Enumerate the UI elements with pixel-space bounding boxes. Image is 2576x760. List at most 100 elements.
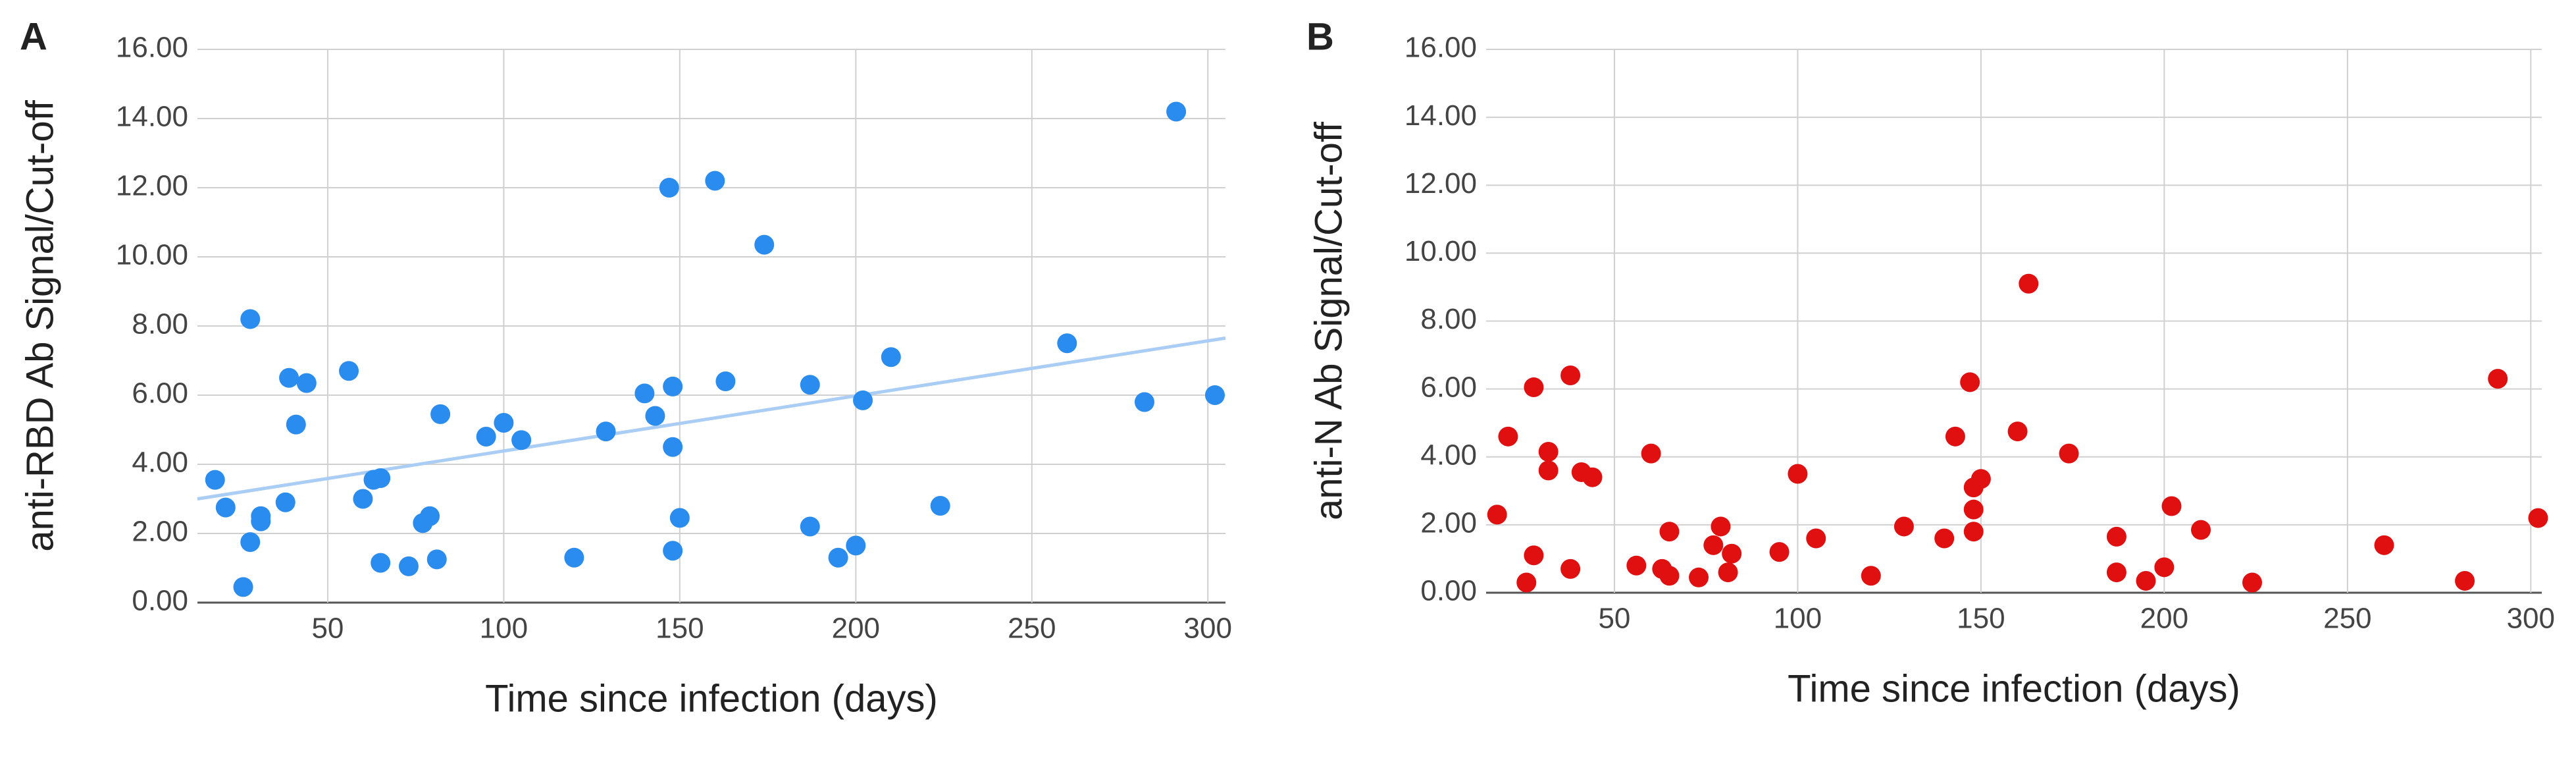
data-point xyxy=(1689,567,1709,587)
data-point xyxy=(371,468,391,488)
y-tick-label: 16.00 xyxy=(1404,32,1477,64)
x-axis-title: Time since infection (days) xyxy=(1788,667,2240,710)
data-point xyxy=(1487,504,1507,525)
data-point xyxy=(1582,467,1603,487)
data-point xyxy=(2161,496,2182,516)
data-point xyxy=(494,413,514,433)
y-tick-label: 14.00 xyxy=(116,101,188,133)
data-point xyxy=(853,390,873,410)
data-point xyxy=(1963,499,1984,520)
data-point xyxy=(1703,535,1724,555)
data-point xyxy=(430,404,451,424)
data-point xyxy=(1166,101,1187,122)
x-tick-label: 300 xyxy=(2507,603,2555,635)
data-point xyxy=(1945,426,1965,447)
data-point xyxy=(800,375,820,395)
data-point xyxy=(1538,460,1558,481)
data-point xyxy=(1934,528,1955,549)
data-point xyxy=(2488,369,2508,389)
y-tick-label: 16.00 xyxy=(116,32,188,64)
data-point xyxy=(663,541,683,561)
x-tick-label: 100 xyxy=(1774,603,1822,635)
x-tick-label: 50 xyxy=(1598,603,1630,635)
x-axis-title: Time since infection (days) xyxy=(485,677,938,720)
panel-label: B xyxy=(1306,15,1334,58)
data-point xyxy=(663,376,683,396)
data-point xyxy=(2154,557,2175,578)
data-point xyxy=(2136,570,2156,591)
x-tick-label: 250 xyxy=(1008,612,1056,645)
data-point xyxy=(930,496,950,516)
x-tick-label: 150 xyxy=(1957,603,2005,635)
data-point xyxy=(1963,522,1984,542)
data-point xyxy=(2019,273,2039,294)
data-point xyxy=(2106,562,2126,583)
y-tick-label: 0.00 xyxy=(1420,575,1477,607)
data-point xyxy=(286,414,306,435)
data-point xyxy=(1134,392,1154,412)
data-point xyxy=(881,347,901,367)
data-point xyxy=(1516,572,1537,593)
data-point xyxy=(1524,545,1544,566)
data-point xyxy=(1718,562,1738,583)
data-point xyxy=(659,178,679,198)
y-tick-label: 14.00 xyxy=(1404,99,1477,132)
data-point xyxy=(1971,469,1991,489)
data-point xyxy=(215,497,236,518)
data-point xyxy=(511,430,532,450)
data-point xyxy=(426,549,447,570)
data-point xyxy=(2455,570,2475,591)
data-point xyxy=(1524,377,1544,398)
panel-label: A xyxy=(20,15,47,58)
data-point xyxy=(279,367,299,388)
y-tick-label: 2.00 xyxy=(132,516,188,548)
x-tick-label: 200 xyxy=(2140,603,2188,635)
x-tick-label: 100 xyxy=(480,612,528,645)
data-point xyxy=(296,373,317,393)
y-tick-label: 6.00 xyxy=(132,377,188,410)
data-point xyxy=(1722,543,1742,564)
data-point xyxy=(2106,526,2126,547)
data-point xyxy=(1538,442,1558,462)
data-point xyxy=(663,437,683,457)
y-tick-label: 0.00 xyxy=(132,585,188,617)
y-tick-label: 12.00 xyxy=(116,170,188,202)
data-point xyxy=(1806,528,1826,549)
data-point xyxy=(2059,443,2079,464)
data-point xyxy=(1560,558,1581,579)
y-tick-label: 2.00 xyxy=(1420,507,1477,539)
data-point xyxy=(634,383,655,404)
data-point xyxy=(2007,421,2028,442)
data-point xyxy=(1560,366,1581,385)
data-point xyxy=(2528,508,2548,528)
data-point xyxy=(2191,520,2211,540)
data-point xyxy=(669,508,690,528)
data-point xyxy=(339,361,359,381)
x-tick-label: 150 xyxy=(656,612,704,645)
data-point xyxy=(275,492,296,512)
data-point xyxy=(1788,464,1808,484)
data-point xyxy=(240,532,261,553)
y-tick-label: 6.00 xyxy=(1420,371,1477,403)
y-tick-label: 10.00 xyxy=(1404,235,1477,267)
data-point xyxy=(1641,443,1661,464)
data-point xyxy=(1498,426,1518,447)
x-tick-label: 250 xyxy=(2323,603,2371,635)
data-point xyxy=(1769,542,1790,562)
data-point xyxy=(353,489,373,509)
data-point xyxy=(828,547,848,568)
data-point xyxy=(596,421,616,442)
x-tick-label: 200 xyxy=(832,612,880,645)
y-tick-label: 8.00 xyxy=(132,308,188,340)
data-point xyxy=(2374,535,2394,555)
data-point xyxy=(1659,566,1680,586)
data-point xyxy=(715,371,736,391)
data-point xyxy=(1960,372,1980,393)
y-tick-label: 10.00 xyxy=(116,239,188,271)
data-point xyxy=(846,535,866,556)
y-axis-title: anti-RBD Ab Signal/Cut-off xyxy=(18,99,61,551)
y-tick-label: 4.00 xyxy=(1420,439,1477,471)
data-point xyxy=(205,470,225,490)
data-point xyxy=(800,516,820,537)
data-point xyxy=(1861,566,1881,586)
